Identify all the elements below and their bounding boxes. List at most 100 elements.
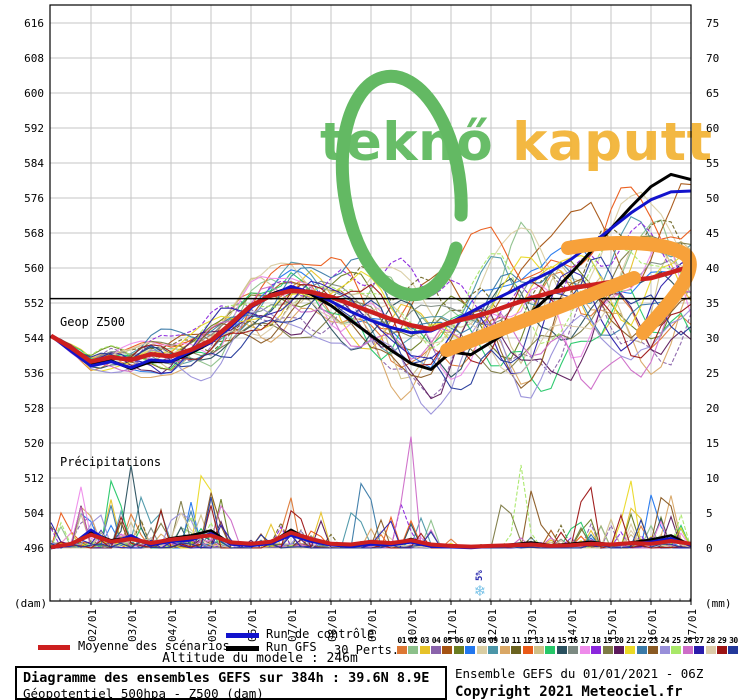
pert-key-item: 14 <box>545 636 556 654</box>
pert-color-swatch <box>625 646 636 654</box>
pert-color-swatch <box>408 646 419 654</box>
pert-color-swatch <box>499 646 510 654</box>
left-axis-tick: 496 <box>24 542 44 555</box>
watermark-text: teknő kaputt <box>320 112 712 173</box>
pert-number: 22 <box>637 636 647 645</box>
x-tick-label: 10/01 <box>406 609 419 642</box>
pert-number: 30 <box>729 636 738 645</box>
pert-key-item: 21 <box>625 636 636 654</box>
pert-number: 19 <box>603 636 612 645</box>
x-tick-label: 08/01 <box>326 609 339 642</box>
pert-number: 15 <box>557 636 567 645</box>
pert-key-item: 11 <box>510 636 522 654</box>
pert-number: 27 <box>694 636 704 645</box>
precip-panel-label: Précipitations <box>60 455 161 469</box>
pert-color-swatch <box>522 646 533 654</box>
pert-color-swatch <box>728 646 739 654</box>
right-axis-tick: 40 <box>706 262 719 275</box>
pert-color-swatch <box>648 646 659 654</box>
pert-number: 17 <box>580 636 590 645</box>
pert-key-item: 29 <box>716 636 727 654</box>
member-geo-line <box>50 307 691 415</box>
pert-number: 07 <box>466 636 475 645</box>
pert-number: 10 <box>500 636 509 645</box>
annotation-arrow-shaft <box>440 271 641 357</box>
pert-key-item: 09 <box>488 636 499 654</box>
pert-key-item: 20 <box>613 636 625 654</box>
pert-number: 06 <box>454 636 464 645</box>
right-axis-tick: 75 <box>706 17 719 30</box>
x-tick-label: 16/01 <box>646 609 659 642</box>
x-tick-label: 12/01 <box>486 609 499 642</box>
main-geo-line <box>50 264 691 364</box>
pert-key-item: 28 <box>705 636 716 654</box>
legend-gfs-swatch <box>226 646 259 651</box>
pert-color-swatch <box>602 646 613 654</box>
pert-color-swatch <box>533 646 544 654</box>
pert-color-swatch <box>556 646 567 654</box>
annotation-arrow-head <box>561 235 697 340</box>
x-tick-label: 17/01 <box>686 609 699 642</box>
right-axis-tick: 30 <box>706 332 719 345</box>
member-precip-line <box>50 496 691 549</box>
run-info-box: Ensemble GEFS du 01/01/2021 - 06Z Copyri… <box>455 666 740 700</box>
pert-key-item: 12 <box>522 636 533 654</box>
left-axis-tick: 584 <box>24 157 44 170</box>
pert-number: 24 <box>660 636 670 645</box>
left-axis-tick: 560 <box>24 262 44 275</box>
pert-color-swatch <box>694 646 705 654</box>
right-axis-tick: 10 <box>706 472 719 485</box>
pert-key-item: 27 <box>693 636 705 654</box>
pert-color-swatch <box>453 646 464 654</box>
right-axis-tick: 65 <box>706 87 719 100</box>
pert-key-item: 30 <box>728 636 739 654</box>
pert-key-item: 13 <box>533 636 544 654</box>
pert-key-item: 08 <box>476 636 487 654</box>
pert-key-item: 16 <box>568 636 579 654</box>
geo-panel-label: Geop Z500 <box>60 315 125 329</box>
run-label: Ensemble GEFS du 01/01/2021 - 06Z <box>455 666 704 681</box>
model-altitude-label: Altitude du modele : 246m <box>162 651 358 666</box>
right-axis-tick: 0 <box>706 542 713 555</box>
pert-key-item: 18 <box>590 636 602 654</box>
pert-key-item: 15 <box>556 636 567 654</box>
x-tick-label: 14/01 <box>566 609 579 642</box>
curves-layer <box>50 172 691 550</box>
annotation-circle <box>335 69 468 302</box>
left-axis-tick: 512 <box>24 472 44 485</box>
right-axis-tick: 50 <box>706 192 719 205</box>
member-geo-line <box>50 271 691 378</box>
pert-number: 25 <box>671 636 681 645</box>
right-axis-tick: 25 <box>706 367 719 380</box>
member-geo-line <box>50 237 691 381</box>
snow-probability-label: 5% <box>475 570 485 581</box>
pert-color-swatch <box>671 646 682 654</box>
legend-gfs-label: Run GFS <box>266 640 317 654</box>
pert-number: 11 <box>511 636 521 645</box>
left-axis-tick: 552 <box>24 297 44 310</box>
x-tick-label: 13/01 <box>526 609 539 642</box>
pert-color-swatch <box>636 646 647 654</box>
pert-key-item: 01 <box>396 636 407 654</box>
legend-control-label: Run de contrôle <box>266 627 375 641</box>
left-axis-tick: 568 <box>24 227 44 240</box>
pert-number: 04 <box>431 636 441 645</box>
pert-number: 02 <box>408 636 418 645</box>
snowflake-icon: ❄ <box>474 582 487 600</box>
x-tick-label: 03/01 <box>126 609 139 642</box>
pert-key-item: 26 <box>682 636 693 654</box>
right-axis-tick: 35 <box>706 297 719 310</box>
pert-color-swatch <box>659 646 670 654</box>
right-axis-tick: 60 <box>706 122 719 135</box>
right-axis-tick: 5 <box>706 507 713 520</box>
left-axis-tick: 616 <box>24 17 44 30</box>
pert-number: 05 <box>443 636 452 645</box>
left-axis-tick: 608 <box>24 52 44 65</box>
pert-key-item: 10 <box>499 636 510 654</box>
pert-color-swatch <box>682 646 693 654</box>
left-axis-tick: 544 <box>24 332 44 345</box>
left-axis-tick: 536 <box>24 367 44 380</box>
pert-number: 26 <box>683 636 692 645</box>
pert-color-swatch <box>591 646 602 654</box>
